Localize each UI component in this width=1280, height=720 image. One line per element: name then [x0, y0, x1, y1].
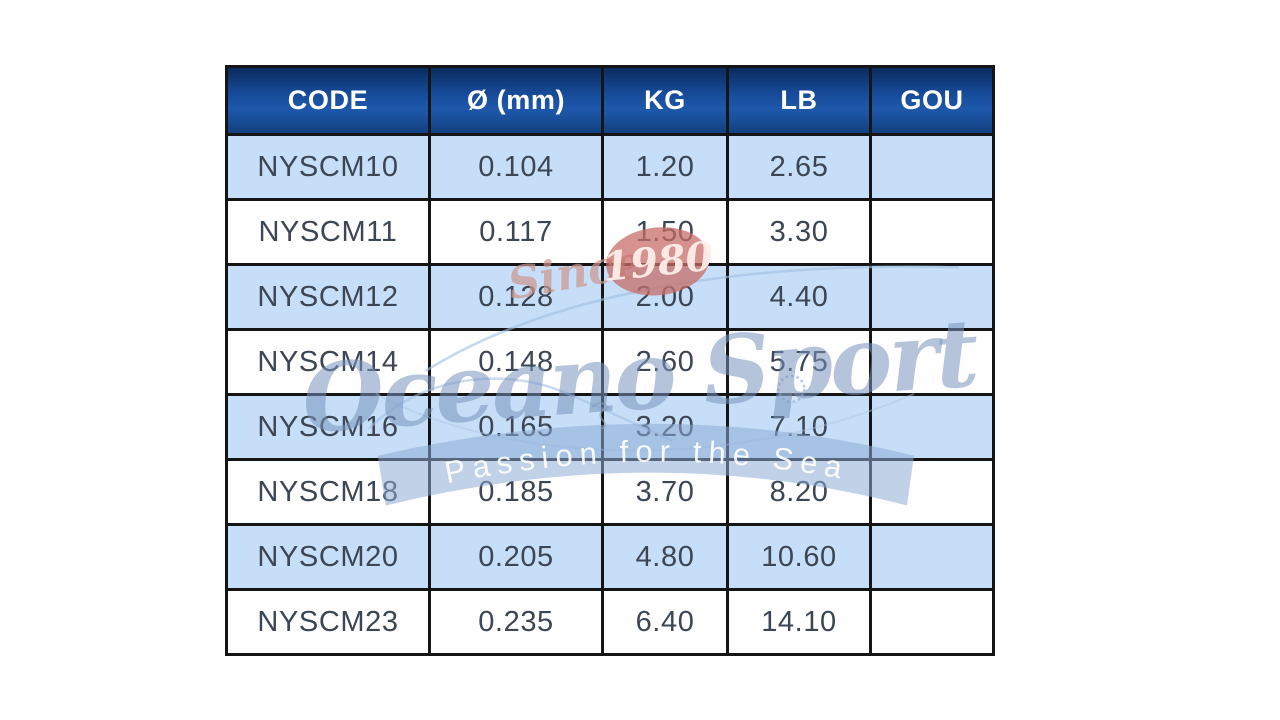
table-body: NYSCM10 0.104 1.20 2.65 NYSCM11 0.117 1.50 3.30… — [225, 133, 995, 656]
value-cell: 3.20 — [601, 393, 729, 461]
value-cell: 8.20 — [726, 458, 872, 526]
code-cell: NYSCM16 — [225, 393, 431, 461]
value-cell: 3.70 — [601, 458, 729, 526]
value-cell: 0.165 — [428, 393, 604, 461]
table-row: NYSCM18 0.185 3.70 8.20 — [225, 458, 995, 526]
value-cell: 1.50 — [601, 198, 729, 266]
column-header: KG — [601, 65, 729, 136]
column-header: GOU — [869, 65, 995, 136]
value-cell: 1.20 — [601, 133, 729, 201]
value-cell: 0.117 — [428, 198, 604, 266]
code-cell: NYSCM10 — [225, 133, 431, 201]
value-cell — [869, 458, 995, 526]
value-cell — [869, 133, 995, 201]
value-cell: 10.60 — [726, 523, 872, 591]
spec-table-container: CODE Ø (mm) KG LB GOU NYSCM10 0.104 1.20 2.65 NY… — [225, 65, 995, 656]
code-cell: NYSCM20 — [225, 523, 431, 591]
value-cell: 0.128 — [428, 263, 604, 331]
value-cell: 4.80 — [601, 523, 729, 591]
table-row: NYSCM20 0.205 4.80 10.60 — [225, 523, 995, 591]
code-cell: NYSCM11 — [225, 198, 431, 266]
table-row: NYSCM12 0.128 2.00 4.40 — [225, 263, 995, 331]
value-cell — [869, 588, 995, 656]
value-cell — [869, 198, 995, 266]
value-cell: 2.65 — [726, 133, 872, 201]
table-row: NYSCM11 0.117 1.50 3.30 — [225, 198, 995, 266]
value-cell: 4.40 — [726, 263, 872, 331]
value-cell — [869, 523, 995, 591]
value-cell: 0.148 — [428, 328, 604, 396]
value-cell — [869, 328, 995, 396]
value-cell: 0.205 — [428, 523, 604, 591]
table-row: NYSCM23 0.235 6.40 14.10 — [225, 588, 995, 656]
table-row: NYSCM14 0.148 2.60 5.75 — [225, 328, 995, 396]
table-row: NYSCM16 0.165 3.20 7.10 — [225, 393, 995, 461]
value-cell: 2.00 — [601, 263, 729, 331]
table-header: CODE Ø (mm) KG LB GOU — [225, 65, 995, 136]
value-cell — [869, 263, 995, 331]
value-cell: 14.10 — [726, 588, 872, 656]
value-cell: 0.185 — [428, 458, 604, 526]
value-cell: 0.235 — [428, 588, 604, 656]
column-header: CODE — [225, 65, 431, 136]
value-cell: 6.40 — [601, 588, 729, 656]
column-header: Ø (mm) — [428, 65, 604, 136]
value-cell — [869, 393, 995, 461]
value-cell: 3.30 — [726, 198, 872, 266]
value-cell: 0.104 — [428, 133, 604, 201]
code-cell: NYSCM18 — [225, 458, 431, 526]
value-cell: 2.60 — [601, 328, 729, 396]
value-cell: 7.10 — [726, 393, 872, 461]
code-cell: NYSCM14 — [225, 328, 431, 396]
spec-table: CODE Ø (mm) KG LB GOU NYSCM10 0.104 1.20 2.65 NY… — [225, 65, 995, 656]
code-cell: NYSCM23 — [225, 588, 431, 656]
value-cell: 5.75 — [726, 328, 872, 396]
table-row: NYSCM10 0.104 1.20 2.65 — [225, 133, 995, 201]
column-header: LB — [726, 65, 872, 136]
header-row: CODE Ø (mm) KG LB GOU — [225, 65, 995, 136]
code-cell: NYSCM12 — [225, 263, 431, 331]
